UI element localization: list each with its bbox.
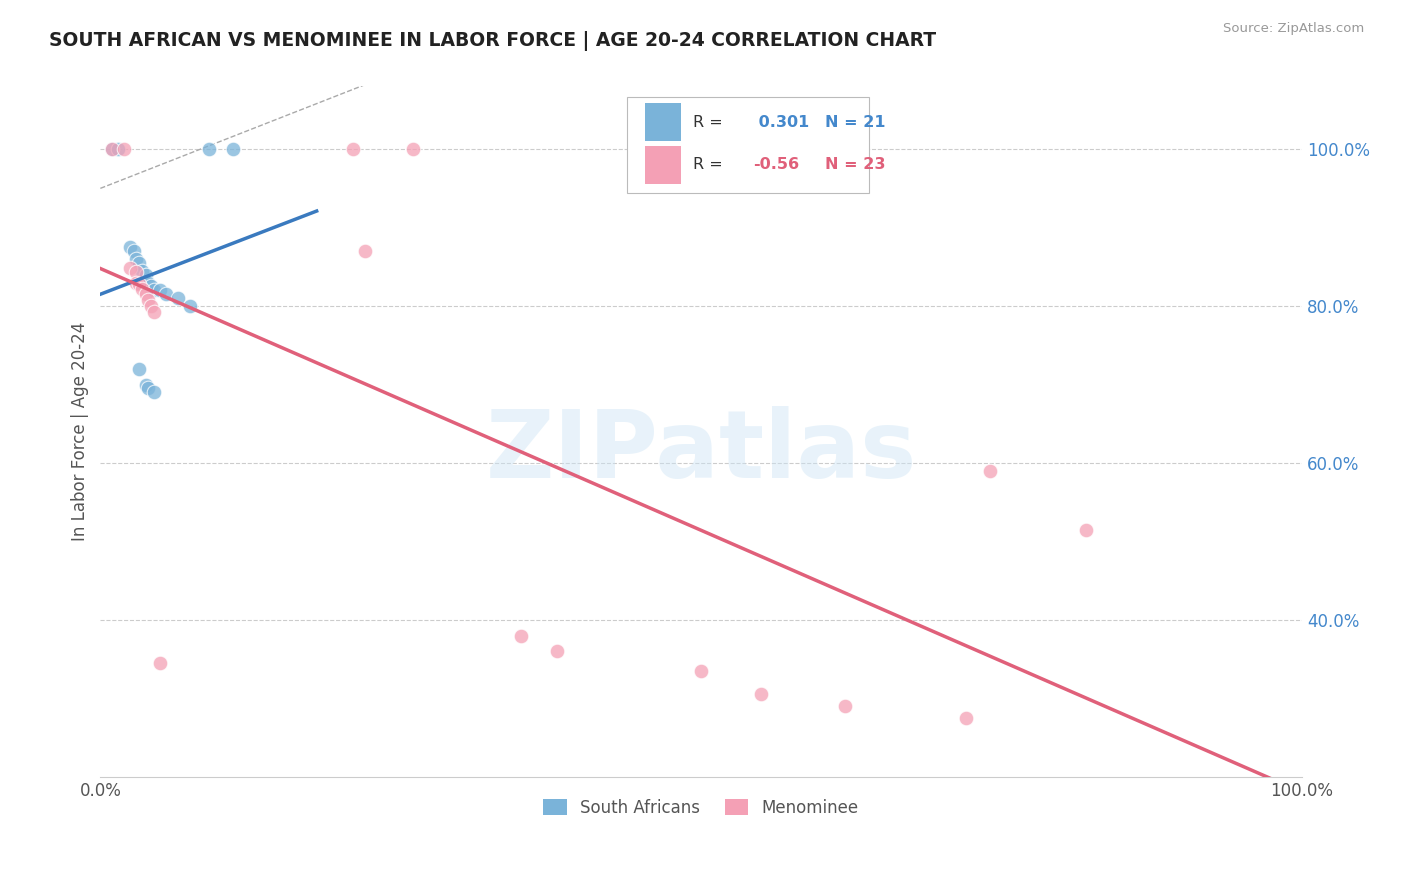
- Point: [353, 244, 375, 259]
- Text: Source: ZipAtlas.com: Source: ZipAtlas.com: [1223, 22, 1364, 36]
- Point: [139, 279, 162, 293]
- Point: [179, 299, 201, 313]
- Point: [149, 656, 172, 670]
- Point: [402, 142, 425, 156]
- Point: [125, 276, 148, 290]
- Point: [125, 252, 148, 266]
- Text: R =: R =: [693, 115, 728, 129]
- Point: [143, 284, 166, 298]
- FancyBboxPatch shape: [645, 145, 681, 184]
- Point: [834, 699, 856, 714]
- Point: [138, 293, 160, 307]
- Text: N = 21: N = 21: [825, 115, 886, 129]
- Point: [167, 291, 190, 305]
- FancyBboxPatch shape: [627, 96, 869, 194]
- Point: [138, 276, 160, 290]
- Point: [131, 264, 153, 278]
- Point: [955, 711, 977, 725]
- Point: [1074, 523, 1097, 537]
- Point: [135, 268, 157, 282]
- FancyBboxPatch shape: [645, 103, 681, 141]
- Point: [749, 688, 772, 702]
- Point: [546, 644, 568, 658]
- Point: [101, 142, 124, 156]
- Point: [107, 142, 129, 156]
- Point: [197, 142, 219, 156]
- Point: [112, 142, 135, 156]
- Point: [128, 256, 150, 270]
- Point: [120, 261, 142, 276]
- Text: 0.301: 0.301: [752, 115, 808, 129]
- Point: [143, 305, 166, 319]
- Point: [138, 381, 160, 395]
- Point: [510, 629, 533, 643]
- Point: [149, 284, 172, 298]
- Point: [690, 664, 713, 678]
- Point: [143, 385, 166, 400]
- Point: [221, 142, 243, 156]
- Legend: South Africans, Menominee: South Africans, Menominee: [537, 792, 866, 824]
- Point: [128, 277, 150, 291]
- Point: [979, 464, 1001, 478]
- Text: -0.56: -0.56: [752, 157, 799, 172]
- Text: SOUTH AFRICAN VS MENOMINEE IN LABOR FORCE | AGE 20-24 CORRELATION CHART: SOUTH AFRICAN VS MENOMINEE IN LABOR FORC…: [49, 31, 936, 51]
- Point: [120, 240, 142, 254]
- Point: [101, 142, 124, 156]
- Point: [128, 361, 150, 376]
- Y-axis label: In Labor Force | Age 20-24: In Labor Force | Age 20-24: [72, 322, 89, 541]
- Point: [125, 264, 148, 278]
- Point: [135, 287, 157, 301]
- Point: [131, 282, 153, 296]
- Point: [135, 377, 157, 392]
- Text: ZIPatlas: ZIPatlas: [485, 407, 917, 499]
- Point: [342, 142, 364, 156]
- Text: N = 23: N = 23: [825, 157, 886, 172]
- Point: [122, 244, 145, 259]
- Point: [139, 299, 162, 313]
- Text: R =: R =: [693, 157, 728, 172]
- Point: [155, 287, 177, 301]
